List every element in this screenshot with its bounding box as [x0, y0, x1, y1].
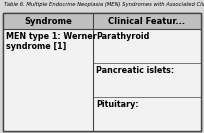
Bar	[3, 29, 93, 131]
Text: Table 6. Multiple Endocrine Neoplasia (MEN) Syndromes with Associated Clinical a: Table 6. Multiple Endocrine Neoplasia (M…	[4, 2, 204, 7]
Text: Pituitary:: Pituitary:	[96, 100, 139, 109]
Bar	[3, 13, 201, 29]
Text: Pancreatic islets:: Pancreatic islets:	[96, 66, 174, 75]
Bar	[3, 13, 201, 131]
Text: Clinical Featur...: Clinical Featur...	[109, 16, 186, 26]
Text: MEN type 1: Werner
syndrome [1]: MEN type 1: Werner syndrome [1]	[6, 32, 97, 51]
Bar	[3, 13, 201, 131]
Text: Parathyroid: Parathyroid	[96, 32, 149, 41]
Bar	[93, 29, 201, 63]
Bar	[93, 97, 201, 131]
Bar	[93, 63, 201, 97]
Text: Syndrome: Syndrome	[24, 16, 72, 26]
